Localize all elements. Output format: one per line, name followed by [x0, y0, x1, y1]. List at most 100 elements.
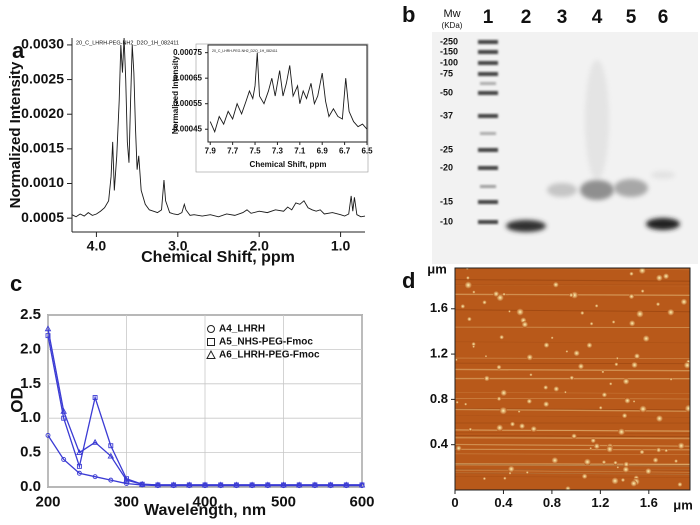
marker-label: -50: [440, 87, 453, 97]
afm-particle: [510, 421, 516, 427]
afm-particle: [550, 336, 554, 340]
afm-particle: [674, 459, 678, 463]
afm-particle: [655, 302, 661, 307]
afm-particle: [639, 449, 645, 455]
y-tick-label: 2.0: [20, 340, 41, 357]
x-tick-label: 7.7: [227, 146, 239, 155]
afm-particle: [613, 460, 618, 465]
afm-particle: [611, 320, 616, 324]
afm-streak: [455, 415, 690, 418]
gel-band: [614, 179, 648, 197]
afm-streak: [455, 443, 690, 447]
y-tick-label: 1.6: [430, 300, 448, 315]
lane-label: 6: [658, 7, 669, 28]
afm-particle: [493, 290, 500, 297]
legend-label: A4_LHRH: [219, 324, 265, 335]
afm-particle: [611, 477, 619, 485]
y-axis-label: Normalized Intensity: [171, 55, 180, 134]
point-marker: [358, 481, 366, 488]
gel-band: [646, 218, 680, 230]
ladder-band: [480, 82, 496, 85]
afm-particle: [656, 447, 662, 453]
afm-particle: [573, 350, 580, 357]
afm-particle: [464, 281, 472, 289]
y-tick-label: 0.5: [20, 444, 41, 461]
afm-particle: [601, 392, 608, 398]
afm-particle: [640, 289, 645, 293]
afm-streak: [455, 285, 690, 287]
afm-particle: [581, 473, 588, 480]
afm-streak: [455, 463, 690, 465]
afm-particle: [467, 316, 472, 322]
afm-particle: [590, 437, 596, 444]
y-tick-label: 0.0: [20, 478, 41, 495]
data-line: [47, 435, 362, 487]
afm-streak: [455, 476, 690, 478]
y-tick-label: 0.4: [430, 436, 449, 451]
afm-particle: [499, 334, 504, 340]
afm-particle: [543, 401, 550, 408]
afm-particle: [503, 476, 507, 480]
afm-streak: [455, 432, 690, 434]
afm-particle: [565, 350, 569, 353]
point-marker: [76, 463, 82, 469]
data-line: [209, 52, 368, 134]
ladder-band: [478, 50, 498, 54]
afm-particle: [631, 361, 638, 369]
afm-particle: [517, 410, 521, 413]
chart-title: 20_C_LHRH-PEG-NH2_D2O_1H_082411: [212, 49, 278, 53]
marker-label: -37: [440, 110, 453, 120]
afm-particle: [622, 466, 630, 473]
afm-streak: [455, 429, 690, 432]
gel-band: [547, 183, 577, 197]
x-tick-label: 0: [451, 495, 458, 510]
marker-label: -20: [440, 162, 453, 172]
afm-particle: [594, 304, 599, 308]
afm-particle: [652, 457, 659, 463]
afm-particle: [468, 427, 473, 431]
afm-particle: [634, 353, 640, 360]
point-marker: [170, 481, 177, 488]
afm-particle: [530, 425, 537, 433]
plot-frame: [207, 44, 368, 143]
x-tick-label: 4.0: [87, 237, 107, 253]
y-tick-label: 0.0025: [21, 70, 64, 86]
afm-particle: [464, 402, 468, 406]
afm-particle: [500, 389, 508, 397]
afm-streak: [455, 279, 690, 282]
ladder-band: [478, 40, 498, 44]
afm-particle: [471, 341, 476, 347]
lane-label: 3: [557, 7, 568, 28]
point-marker: [295, 481, 303, 488]
point-marker: [61, 457, 67, 462]
afm-particle: [496, 364, 502, 370]
x-tick-label: 6.7: [339, 146, 351, 155]
afm-particle: [484, 354, 488, 358]
y-tick-label: 0.0030: [21, 36, 64, 52]
afm-particle: [526, 398, 533, 404]
afm-streak: [455, 463, 690, 467]
point-marker: [123, 476, 130, 483]
afm-particle: [609, 382, 613, 386]
x-tick-label: 7.5: [249, 146, 261, 155]
ladder-band: [478, 148, 498, 152]
ladder-band: [478, 220, 498, 224]
x-tick-label: 6.9: [317, 146, 329, 155]
ladder-band: [478, 200, 498, 204]
x-tick-label: 3.0: [168, 237, 188, 253]
x-tick-label: 500: [271, 493, 296, 510]
afm-particle: [621, 412, 628, 419]
afm-streak: [455, 429, 690, 432]
x-tick-label: 1.0: [331, 237, 351, 253]
afm-particle: [614, 362, 619, 367]
data-line: [47, 328, 362, 486]
point-marker: [343, 481, 350, 488]
afm-particle: [622, 378, 630, 385]
afm-particle: [571, 433, 577, 439]
afm-particle: [525, 470, 529, 474]
ladder-band: [478, 72, 498, 76]
afm-particle: [482, 300, 487, 305]
gel-header: Mw: [443, 8, 460, 20]
x-tick-label: 2.0: [249, 237, 269, 253]
